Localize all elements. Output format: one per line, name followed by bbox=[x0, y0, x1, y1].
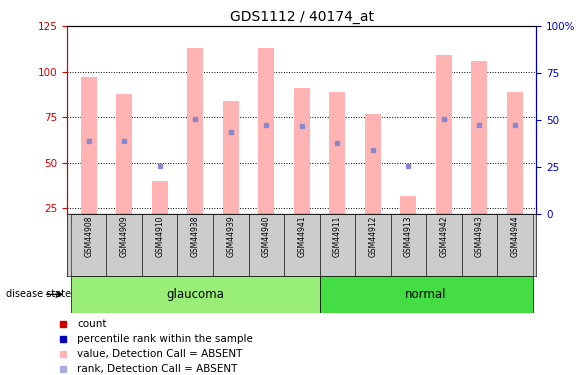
Bar bbox=[426, 214, 462, 276]
Bar bbox=[294, 88, 310, 214]
Bar bbox=[223, 101, 239, 214]
Bar bbox=[400, 195, 416, 214]
Text: GSM44939: GSM44939 bbox=[226, 216, 235, 257]
Title: GDS1112 / 40174_at: GDS1112 / 40174_at bbox=[230, 10, 374, 24]
Text: GSM44913: GSM44913 bbox=[404, 216, 413, 257]
Bar bbox=[497, 214, 533, 276]
Text: GSM44938: GSM44938 bbox=[191, 216, 200, 257]
Bar bbox=[462, 214, 497, 276]
Text: GSM44941: GSM44941 bbox=[297, 216, 306, 257]
Text: GSM44911: GSM44911 bbox=[333, 216, 342, 257]
Text: GSM44909: GSM44909 bbox=[120, 216, 129, 257]
Text: glaucoma: glaucoma bbox=[166, 288, 224, 301]
Bar bbox=[319, 214, 355, 276]
Text: GSM44940: GSM44940 bbox=[262, 216, 271, 257]
Bar bbox=[258, 48, 274, 214]
Bar bbox=[178, 214, 213, 276]
Text: GSM44912: GSM44912 bbox=[369, 216, 377, 257]
Bar bbox=[142, 214, 178, 276]
Text: GSM44943: GSM44943 bbox=[475, 216, 484, 257]
Text: disease state: disease state bbox=[6, 290, 71, 299]
Bar bbox=[436, 56, 452, 214]
Bar bbox=[391, 214, 426, 276]
Bar bbox=[107, 214, 142, 276]
Bar bbox=[507, 92, 523, 214]
Bar bbox=[81, 77, 97, 214]
Text: rank, Detection Call = ABSENT: rank, Detection Call = ABSENT bbox=[77, 364, 238, 374]
Bar bbox=[116, 94, 132, 214]
Text: GSM44944: GSM44944 bbox=[510, 216, 519, 257]
Text: percentile rank within the sample: percentile rank within the sample bbox=[77, 334, 253, 344]
Text: value, Detection Call = ABSENT: value, Detection Call = ABSENT bbox=[77, 349, 243, 359]
Bar bbox=[152, 181, 168, 214]
Bar bbox=[284, 214, 319, 276]
Bar bbox=[355, 214, 391, 276]
Bar bbox=[319, 276, 533, 313]
Text: GSM44908: GSM44908 bbox=[84, 216, 93, 257]
Text: GSM44910: GSM44910 bbox=[155, 216, 164, 257]
Bar bbox=[188, 48, 203, 214]
Bar bbox=[71, 276, 319, 313]
Text: GSM44942: GSM44942 bbox=[440, 216, 448, 257]
Text: normal: normal bbox=[406, 288, 447, 301]
Bar bbox=[213, 214, 248, 276]
Bar bbox=[248, 214, 284, 276]
Bar bbox=[471, 61, 488, 214]
Bar bbox=[71, 214, 107, 276]
Text: count: count bbox=[77, 319, 107, 329]
Bar bbox=[365, 114, 381, 214]
Bar bbox=[329, 92, 345, 214]
